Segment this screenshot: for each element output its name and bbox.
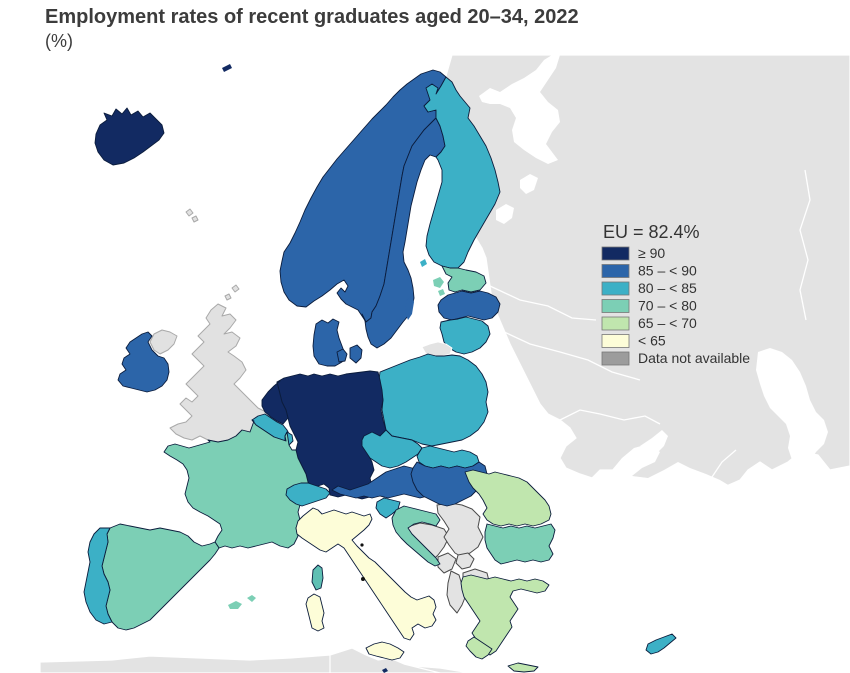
svg-text:< 65: < 65 <box>638 333 666 349</box>
svg-text:70 – < 80: 70 – < 80 <box>638 298 697 314</box>
svg-text:≥ 90: ≥ 90 <box>638 245 665 261</box>
svg-text:EU = 82.4%: EU = 82.4% <box>603 222 700 242</box>
svg-text:80 – < 85: 80 – < 85 <box>638 280 697 296</box>
svg-text:65 – < 70: 65 – < 70 <box>638 315 697 331</box>
svg-text:Data not available: Data not available <box>638 350 750 366</box>
svg-text:85 – < 90: 85 – < 90 <box>638 263 697 279</box>
